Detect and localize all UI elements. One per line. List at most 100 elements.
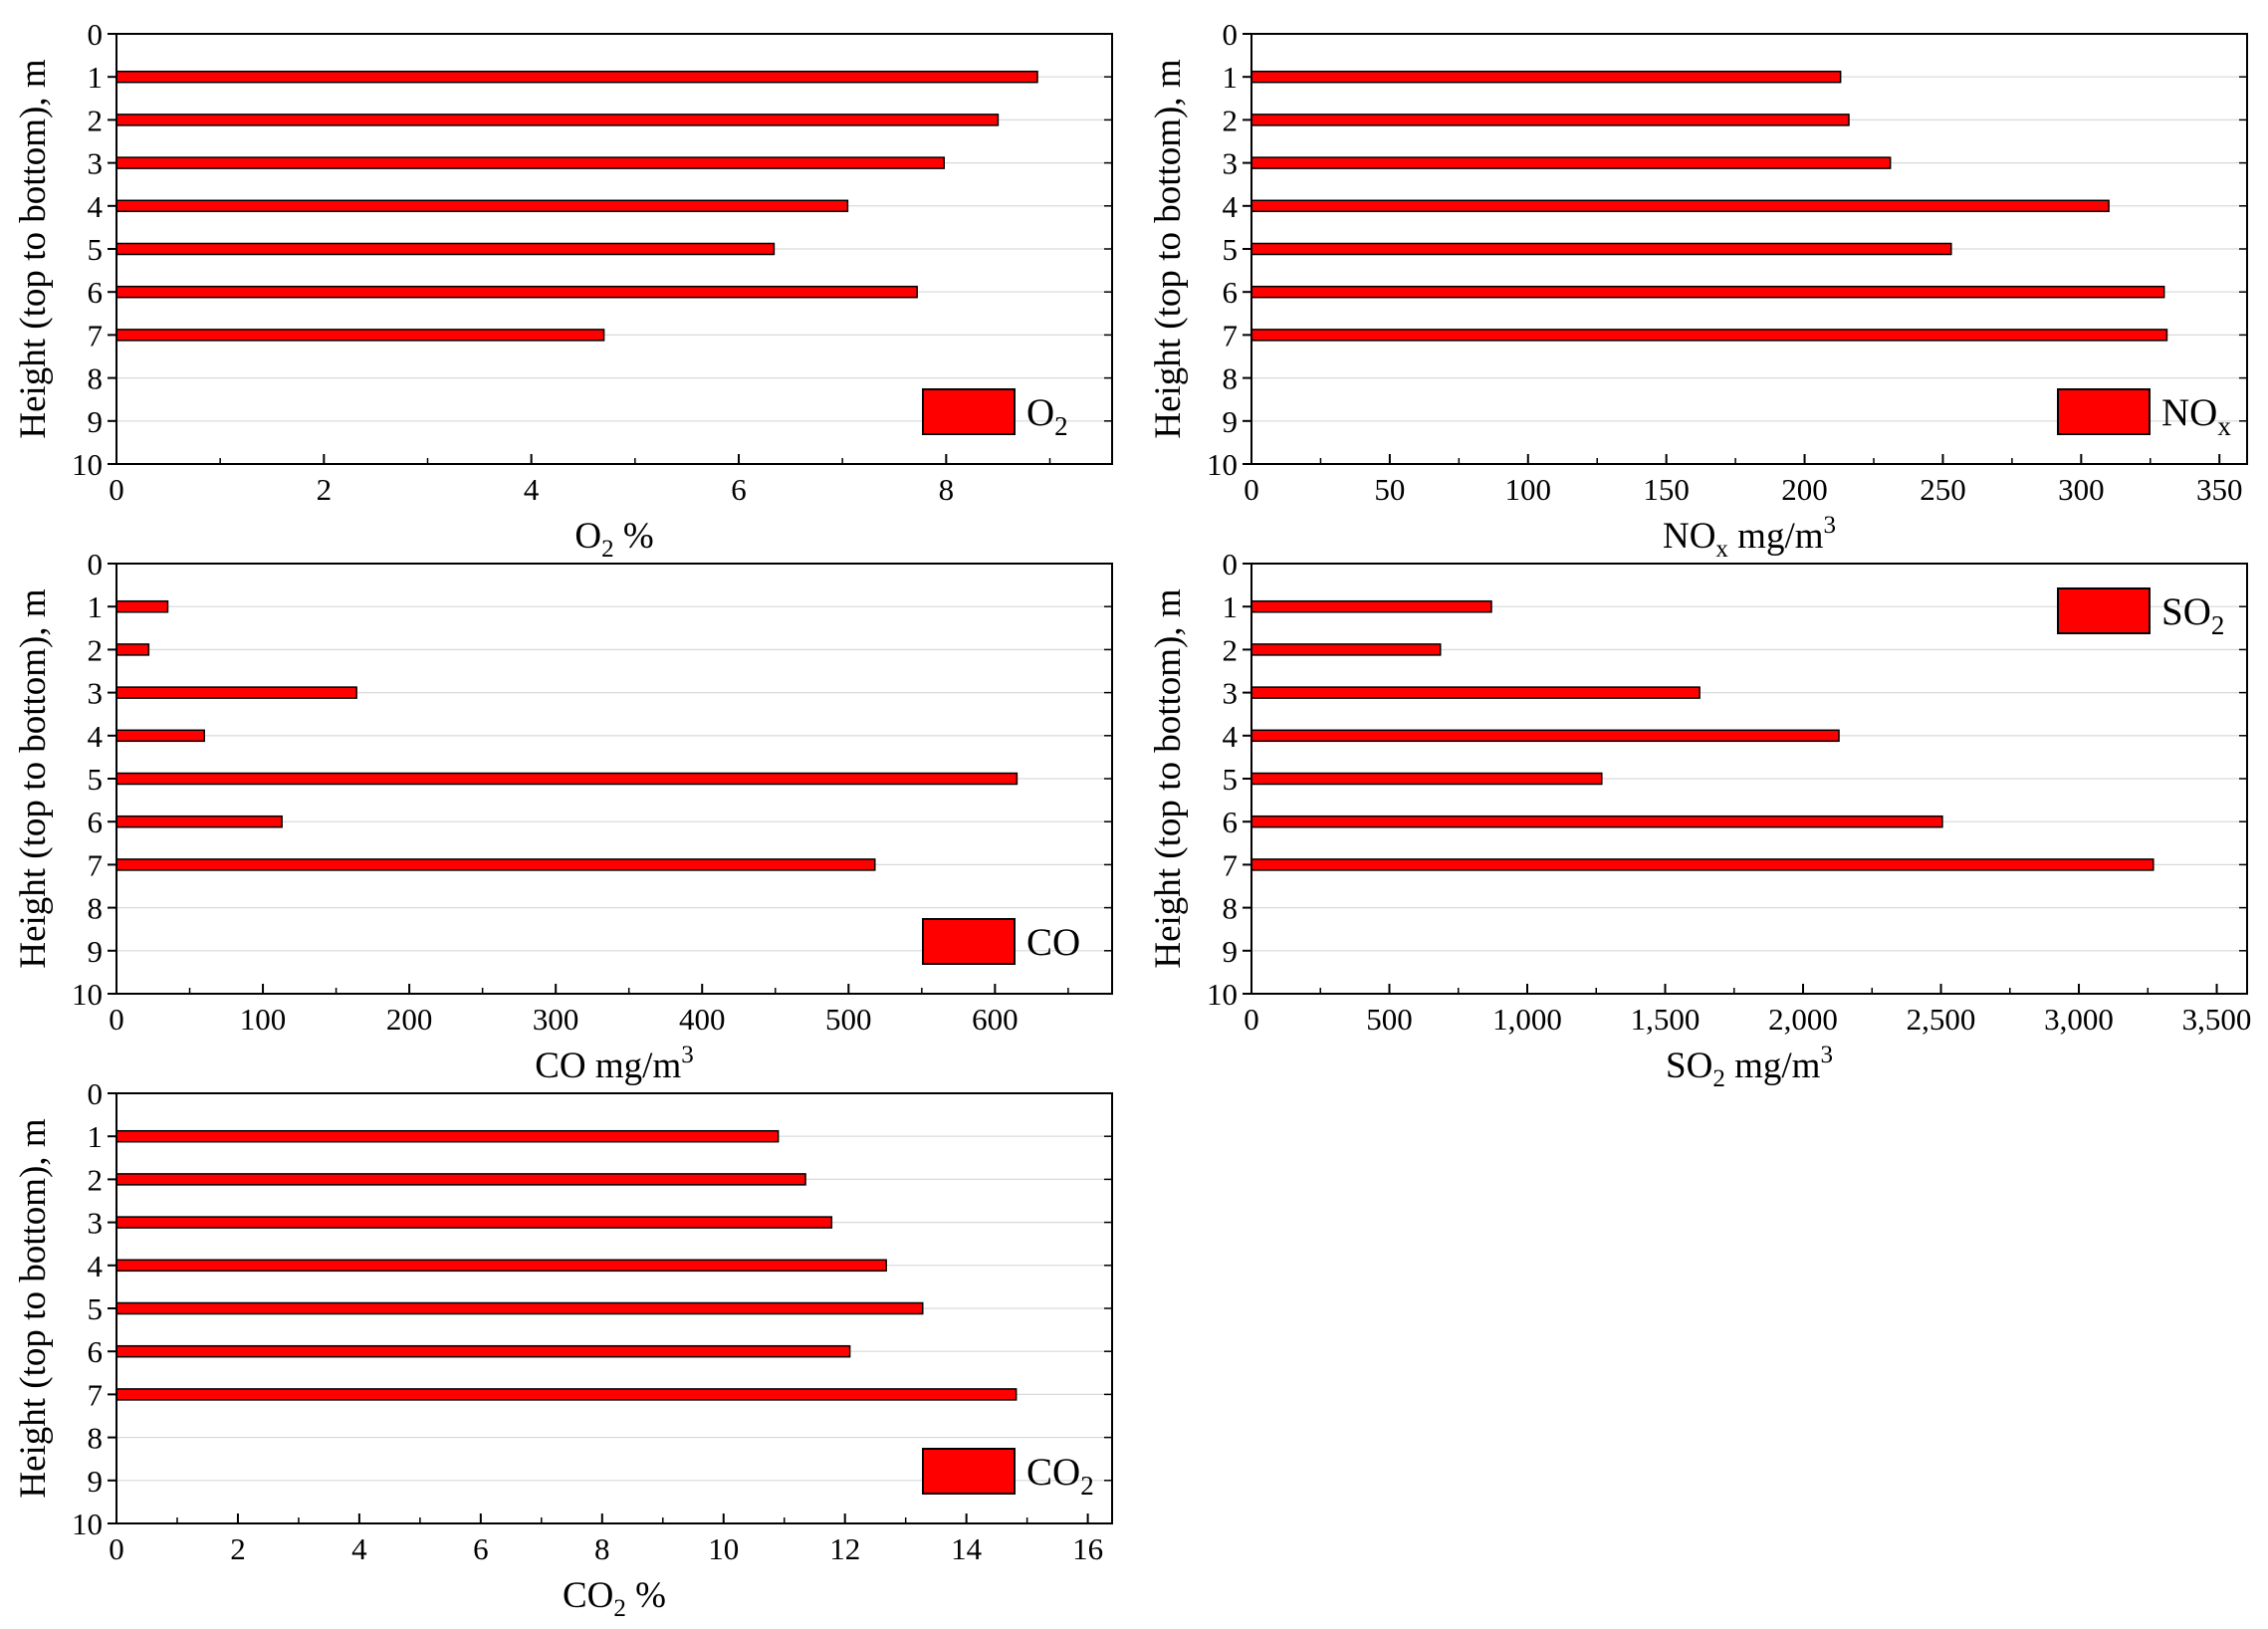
y-tick-label: 10 <box>1207 977 1238 1012</box>
x-tick-label: 250 <box>1920 472 1966 507</box>
bar-3 <box>116 157 944 168</box>
y-tick-label: 4 <box>88 1249 104 1283</box>
y-tick-label: 10 <box>1207 447 1238 482</box>
y-tick-label: 2 <box>88 1162 104 1197</box>
x-tick-label: 1,000 <box>1492 1002 1562 1037</box>
y-tick-label: 9 <box>88 1464 104 1499</box>
y-tick-label: 9 <box>88 934 104 969</box>
y-tick-label: 5 <box>1223 232 1239 267</box>
legend-swatch <box>923 389 1015 434</box>
bar-2 <box>116 1174 805 1185</box>
x-axis-title: CO mg/m3 <box>535 1042 694 1086</box>
x-tick-label: 3,500 <box>2182 1002 2252 1037</box>
legend-label: SO2 <box>2161 590 2224 640</box>
bar-6 <box>116 287 917 298</box>
x-tick-label: 1,500 <box>1631 1002 1701 1037</box>
bar-3 <box>1251 157 1891 168</box>
x-tick-label: 50 <box>1374 472 1405 507</box>
y-axis-title: Height (top to bottom), m <box>1148 588 1189 968</box>
y-tick-label: 0 <box>88 17 104 52</box>
y-tick-label: 1 <box>88 1119 104 1154</box>
x-tick-label: 0 <box>109 1002 124 1037</box>
x-tick-label: 0 <box>1244 1002 1259 1037</box>
bar-5 <box>116 774 1017 785</box>
legend-label: CO <box>1026 921 1080 964</box>
bar-4 <box>116 200 847 211</box>
y-tick-label: 5 <box>88 1291 104 1326</box>
y-tick-label: 9 <box>1223 934 1239 969</box>
legend: O2 <box>923 389 1068 441</box>
bar-7 <box>1251 859 2154 870</box>
bar-3 <box>116 687 356 698</box>
y-tick-label: 3 <box>88 1206 104 1241</box>
y-tick-label: 9 <box>88 404 104 439</box>
y-tick-label: 7 <box>1223 318 1239 352</box>
bar-5 <box>1251 244 1951 255</box>
y-tick-label: 8 <box>88 361 104 396</box>
x-tick-label: 4 <box>524 472 540 507</box>
x-tick-label: 500 <box>1366 1002 1413 1037</box>
x-tick-label: 6 <box>731 472 747 507</box>
x-tick-label: 2,500 <box>1907 1002 1976 1037</box>
x-tick-label: 16 <box>1072 1531 1103 1566</box>
legend: CO2 <box>923 1449 1094 1501</box>
y-tick-label: 6 <box>88 275 104 310</box>
y-tick-label: 8 <box>1223 361 1239 396</box>
bar-2 <box>1251 644 1441 655</box>
y-tick-label: 0 <box>88 1076 104 1111</box>
figure-canvas: 0123456789100 2 4 6 8Height (top to bottom),… <box>0 0 2268 1629</box>
y-tick-label: 2 <box>88 103 104 137</box>
x-tick-label: 12 <box>829 1531 860 1566</box>
y-tick-label: 2 <box>1223 632 1239 667</box>
y-tick-label: 6 <box>88 805 104 839</box>
x-tick-label: 500 <box>825 1002 872 1037</box>
y-tick-label: 1 <box>88 60 104 95</box>
x-tick-label: 400 <box>679 1002 726 1037</box>
y-tick-label: 3 <box>1223 146 1239 181</box>
x-tick-label: 200 <box>386 1002 433 1037</box>
legend-label: NOx <box>2161 391 2231 441</box>
x-tick-label: 0 <box>1244 472 1259 507</box>
bar-7 <box>116 330 604 341</box>
x-tick-label: 150 <box>1643 472 1690 507</box>
bar-5 <box>1251 774 1602 785</box>
x-axis-title: SO2 mg/m3 <box>1666 1042 1833 1092</box>
y-tick-label: 4 <box>88 719 104 754</box>
bar-3 <box>116 1217 831 1228</box>
x-tick-label: 200 <box>1781 472 1828 507</box>
legend-swatch <box>2058 588 2150 633</box>
y-tick-label: 7 <box>88 847 104 882</box>
y-tick-label: 8 <box>1223 891 1239 926</box>
x-tick-label: 6 <box>473 1531 489 1566</box>
y-tick-label: 9 <box>1223 404 1239 439</box>
y-tick-label: 10 <box>72 977 103 1012</box>
y-tick-label: 6 <box>88 1334 104 1369</box>
x-axis-title: CO2 % <box>563 1575 666 1622</box>
x-tick-label: 2 <box>317 472 333 507</box>
y-tick-label: 5 <box>88 232 104 267</box>
x-axis-title: O2 % <box>574 516 653 563</box>
y-tick-label: 5 <box>1223 762 1239 797</box>
x-tick-label: 8 <box>594 1531 610 1566</box>
legend-swatch <box>2058 389 2150 434</box>
legend-swatch <box>923 919 1015 964</box>
y-tick-label: 10 <box>72 1507 103 1541</box>
y-tick-label: 1 <box>88 589 104 624</box>
x-tick-label: 600 <box>972 1002 1019 1037</box>
bar-1 <box>1251 601 1491 612</box>
legend: NOx <box>2058 389 2231 441</box>
legend-swatch <box>923 1449 1015 1494</box>
y-tick-label: 5 <box>88 762 104 797</box>
bar-7 <box>1251 330 2166 341</box>
bar-6 <box>1251 816 1942 827</box>
y-tick-label: 0 <box>1223 547 1239 582</box>
x-tick-label: 4 <box>351 1531 367 1566</box>
bar-4 <box>1251 730 1839 741</box>
bar-5 <box>116 244 774 255</box>
x-tick-label: 300 <box>533 1002 579 1037</box>
x-tick-label: 0 <box>109 472 124 507</box>
y-tick-label: 3 <box>88 146 104 181</box>
y-axis-title: Height (top to bottom), m <box>13 1118 54 1498</box>
